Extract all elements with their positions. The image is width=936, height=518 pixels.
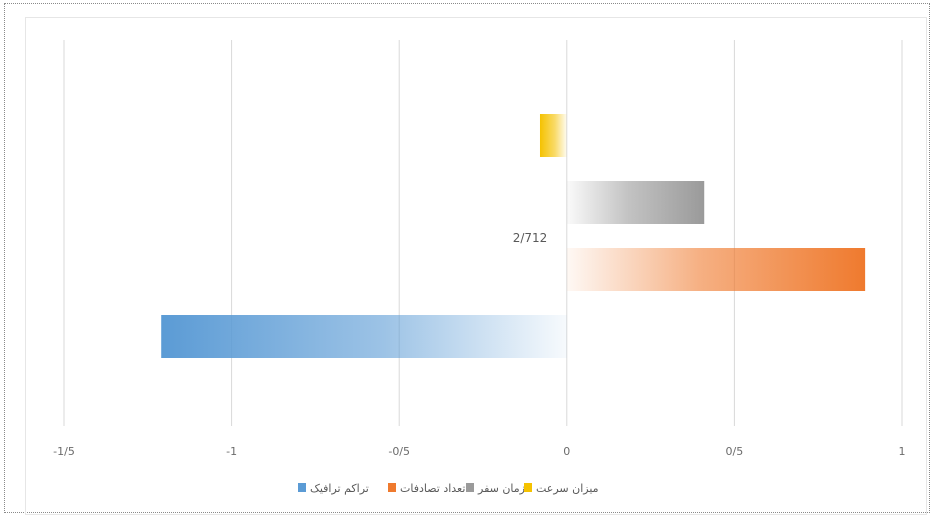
legend-label: زمان سفر: [477, 482, 525, 495]
chart-area: [25, 17, 927, 515]
legend-label: تعداد تصادفات: [400, 482, 465, 495]
legend-swatch: [388, 483, 396, 492]
x-axis-tick-labels: -1/5 -1 -0/5 0 0/5 1: [53, 445, 905, 458]
x-tick-label: 1: [899, 445, 906, 458]
data-label: 2/712: [513, 231, 548, 245]
gridlines: [63, 40, 903, 426]
legend-swatch: [466, 483, 474, 492]
x-tick-label: -1/5: [53, 445, 75, 458]
legend-label: تراکم ترافیک: [310, 482, 369, 495]
legend: تراکم ترافیک تعداد تصادفات زمان سفر میزان س…: [298, 482, 599, 495]
x-tick-label: 0/5: [726, 445, 744, 458]
legend-label: میزان سرعت: [536, 482, 599, 495]
bars: [161, 114, 866, 358]
x-tick-label: 0: [563, 445, 570, 458]
x-tick-label: -0/5: [388, 445, 410, 458]
bar-2: [566, 181, 705, 224]
bar-3: [566, 248, 866, 291]
legend-swatch: [524, 483, 532, 492]
bar-1: [539, 114, 567, 157]
legend-swatch: [298, 483, 306, 492]
bar-4: [161, 315, 567, 358]
annotations: 2/712: [513, 231, 548, 245]
x-tick-label: -1: [226, 445, 237, 458]
